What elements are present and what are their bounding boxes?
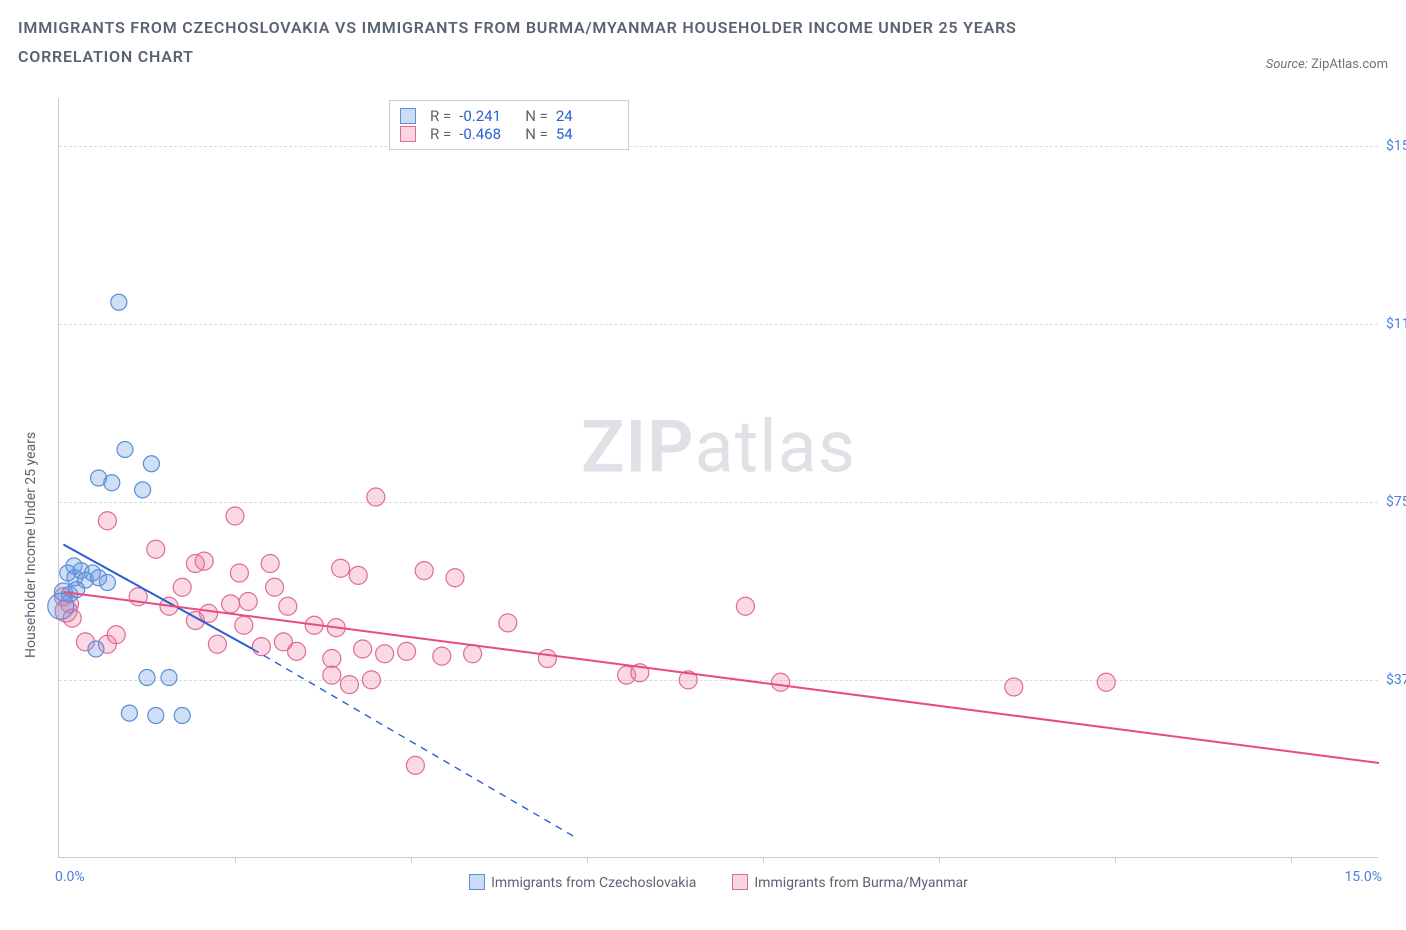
data-point [376, 645, 394, 663]
source-credit: Source: ZipAtlas.com [1266, 57, 1388, 72]
correlation-legend-row: R = -0.468 N = 54 [400, 125, 614, 143]
title-line-2: CORRELATION CHART [18, 47, 194, 66]
r-value: -0.241 [459, 107, 517, 125]
source-prefix: Source: [1266, 57, 1311, 72]
data-point [173, 578, 191, 596]
correlation-legend-row: R = -0.241 N = 24 [400, 107, 614, 125]
y-tick-label: $37,500 [1386, 672, 1406, 688]
data-point [354, 640, 372, 658]
chart-title: IMMIGRANTS FROM CZECHOSLOVAKIA VS IMMIGR… [18, 14, 1388, 43]
legend-label: Immigrants from Czechoslovakia [491, 875, 696, 891]
data-point [226, 507, 244, 525]
r-value: -0.468 [459, 125, 517, 143]
n-label: N = [525, 107, 548, 125]
x-tick-mark [587, 857, 588, 863]
chart-plot-area: ZIPatlas $37,500$75,000$112,500$150,000 … [58, 98, 1378, 858]
chart-subtitle: CORRELATION CHART [18, 43, 194, 72]
data-point [230, 564, 248, 582]
data-point [279, 597, 297, 615]
legend-item: Immigrants from Czechoslovakia [469, 874, 696, 891]
data-point [111, 294, 127, 310]
data-point [174, 708, 190, 724]
data-point [208, 635, 226, 653]
data-point [406, 756, 424, 774]
legend-swatch [400, 108, 416, 124]
y-tick-label: $75,000 [1386, 494, 1406, 510]
data-point [323, 666, 341, 684]
data-point [415, 562, 433, 580]
series-legend: Immigrants from Czechoslovakia Immigrants… [59, 874, 1378, 891]
data-point [446, 569, 464, 587]
r-label: R = [430, 125, 451, 143]
data-point [349, 566, 367, 584]
legend-swatch [469, 874, 485, 890]
y-axis-label: Householder Income Under 25 years [23, 432, 39, 658]
data-point [99, 575, 115, 591]
data-point [148, 708, 164, 724]
data-point [332, 559, 350, 577]
source-name: ZipAtlas.com [1311, 57, 1388, 72]
data-point [88, 641, 104, 657]
x-tick-mark [1291, 857, 1292, 863]
data-point [499, 614, 517, 632]
data-point [252, 638, 270, 656]
data-point [143, 456, 159, 472]
data-point [161, 670, 177, 686]
data-point [222, 595, 240, 613]
data-point [104, 475, 120, 491]
data-point [261, 555, 279, 573]
data-point [398, 642, 416, 660]
data-point [66, 558, 82, 574]
x-tick-mark [1115, 857, 1116, 863]
data-point [266, 578, 284, 596]
legend-item: Immigrants from Burma/Myanmar [732, 874, 968, 891]
x-tick-mark [763, 857, 764, 863]
y-tick-label: $112,500 [1386, 316, 1406, 332]
data-point [98, 512, 116, 530]
data-point [239, 593, 257, 611]
data-point [362, 671, 380, 689]
data-point [48, 593, 74, 619]
data-point [772, 673, 790, 691]
n-label: N = [525, 125, 548, 143]
data-point [464, 645, 482, 663]
r-label: R = [430, 107, 451, 125]
data-point [1097, 673, 1115, 691]
correlation-legend-box: R = -0.241 N = 24 R = -0.468 N = 54 [389, 100, 629, 150]
title-line-1: IMMIGRANTS FROM CZECHOSLOVAKIA VS IMMIGR… [18, 18, 1017, 37]
n-value: 54 [556, 125, 614, 143]
data-point [538, 650, 556, 668]
data-point [195, 552, 213, 570]
x-tick-mark [411, 857, 412, 863]
data-point [340, 676, 358, 694]
legend-swatch [400, 126, 416, 142]
chart-header: IMMIGRANTS FROM CZECHOSLOVAKIA VS IMMIGR… [0, 0, 1406, 72]
data-point [433, 647, 451, 665]
data-point [736, 597, 754, 615]
regression-line [253, 649, 579, 839]
x-tick-mark [235, 857, 236, 863]
data-point [139, 670, 155, 686]
data-point [200, 604, 218, 622]
legend-swatch [732, 874, 748, 890]
data-point [367, 488, 385, 506]
y-tick-label: $150,000 [1386, 138, 1406, 154]
x-tick-mark [939, 857, 940, 863]
data-point [121, 705, 137, 721]
n-value: 24 [556, 107, 614, 125]
legend-label: Immigrants from Burma/Myanmar [754, 875, 968, 891]
regression-line [63, 592, 1379, 763]
data-point [1005, 678, 1023, 696]
data-point [288, 642, 306, 660]
data-point [117, 442, 133, 458]
data-point [135, 482, 151, 498]
data-point [235, 616, 253, 634]
data-point [107, 626, 125, 644]
scatter-plot-svg [59, 98, 1378, 857]
data-point [147, 540, 165, 558]
data-point [323, 650, 341, 668]
